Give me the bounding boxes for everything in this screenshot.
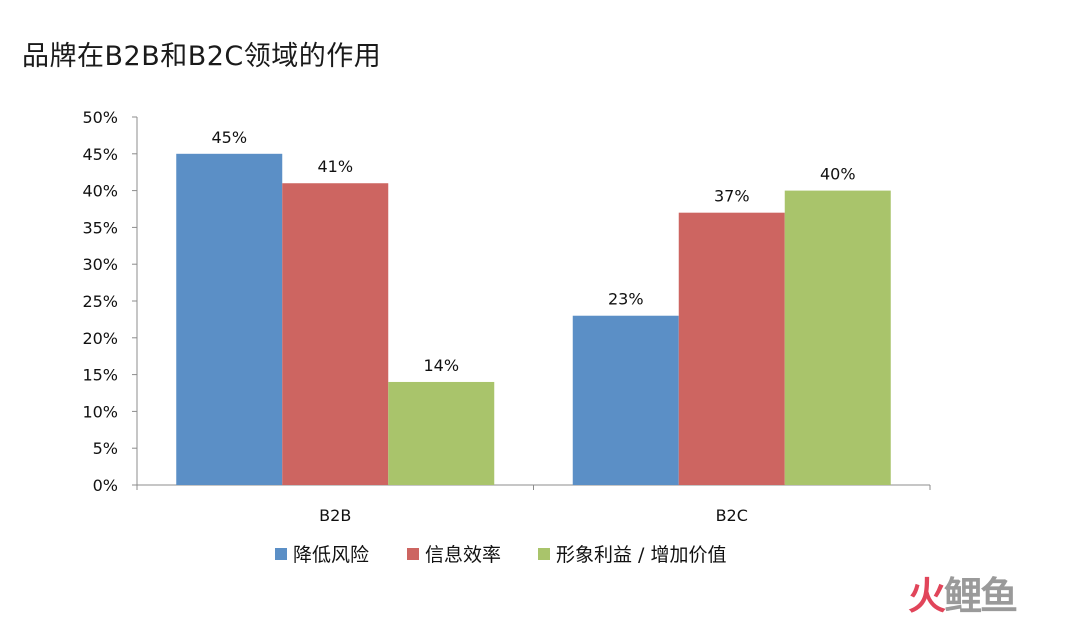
legend-swatch bbox=[538, 548, 550, 560]
data-label: 45% bbox=[211, 128, 247, 147]
legend-label: 降低风险 bbox=[293, 544, 369, 566]
y-tick-label: 10% bbox=[82, 402, 118, 421]
y-tick-label: 0% bbox=[93, 476, 118, 495]
watermark-char-2: 鲤 bbox=[944, 574, 982, 618]
legend-label: 信息效率 bbox=[425, 544, 501, 566]
y-tick-label: 35% bbox=[82, 218, 118, 237]
data-label: 23% bbox=[608, 290, 644, 309]
x-category-label: B2B bbox=[319, 506, 351, 525]
data-label: 14% bbox=[423, 356, 459, 375]
y-tick-label: 20% bbox=[82, 329, 118, 348]
data-label: 40% bbox=[820, 165, 856, 184]
bar-b2b-series-1 bbox=[176, 153, 283, 486]
y-tick-label: 25% bbox=[82, 292, 118, 311]
y-tick-label: 50% bbox=[82, 108, 118, 127]
bar-b2c-series-2 bbox=[678, 212, 785, 485]
data-label: 41% bbox=[317, 157, 353, 176]
data-label: 37% bbox=[714, 187, 750, 206]
bar-b2b-series-2 bbox=[282, 183, 389, 486]
y-tick-label: 45% bbox=[82, 145, 118, 164]
legend-swatch bbox=[275, 548, 287, 560]
x-category-label: B2C bbox=[716, 506, 748, 525]
bar-b2c-series-3 bbox=[784, 190, 891, 485]
bar-b2b-series-3 bbox=[388, 381, 495, 485]
y-tick-label: 5% bbox=[93, 439, 118, 458]
y-tick-label: 15% bbox=[82, 366, 118, 385]
y-tick-label: 40% bbox=[82, 182, 118, 201]
bar-b2c-series-1 bbox=[572, 315, 679, 485]
watermark-char-3: 鱼 bbox=[980, 574, 1018, 618]
watermark-char-1: 火 bbox=[908, 574, 946, 618]
legend-swatch bbox=[407, 548, 419, 560]
y-tick-label: 30% bbox=[82, 255, 118, 274]
legend-label: 形象利益 / 增加价值 bbox=[556, 544, 726, 566]
watermark-logo: 火鲤鱼 bbox=[908, 565, 1018, 620]
chart-title: 品牌在B2B和B2C领域的作用 bbox=[22, 41, 382, 72]
